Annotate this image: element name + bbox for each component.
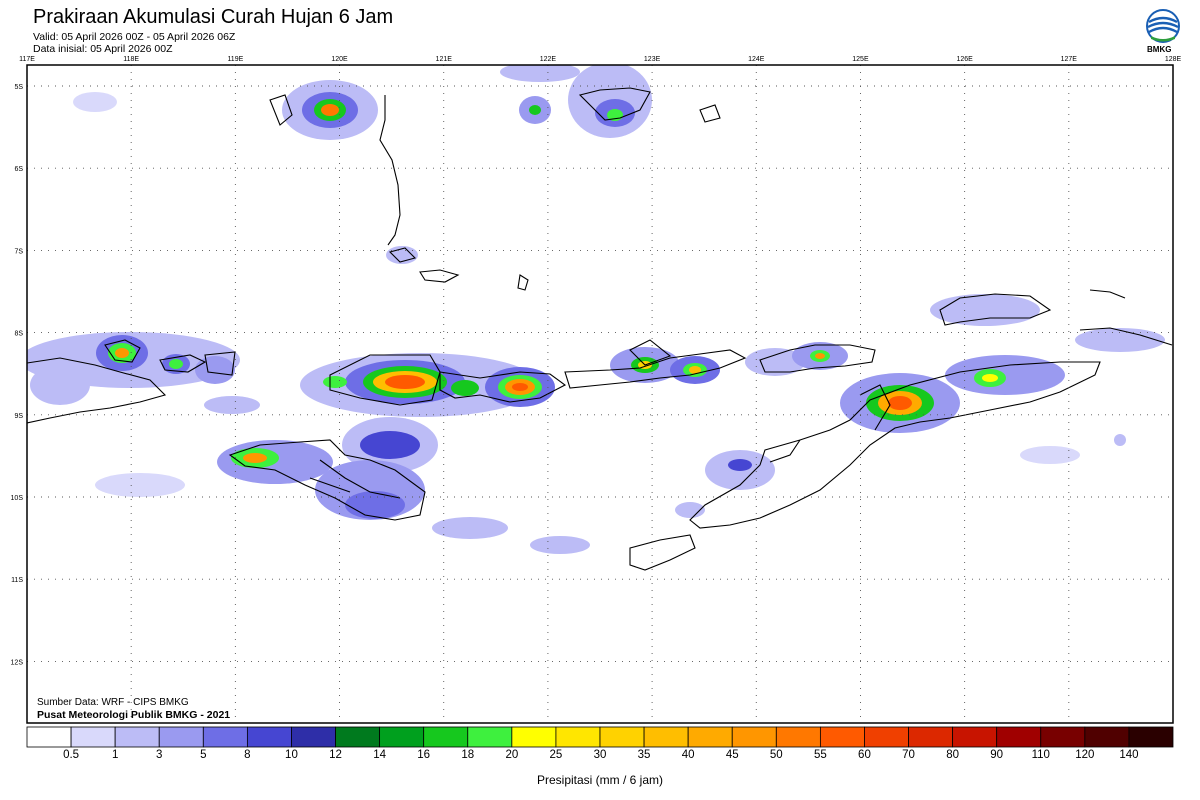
lat-label: 11S xyxy=(11,577,23,584)
legend-tick-label: 40 xyxy=(681,749,695,761)
lon-label: 117E xyxy=(19,56,35,63)
colorbar-swatch xyxy=(908,726,954,748)
colorbar xyxy=(26,726,1174,748)
legend-labels: 0.5 1 3 5 8 10 12 14 16 18 20 25 30 35 40 45 50 55 60 70 80 9… xyxy=(0,749,1200,765)
lon-label: 128E xyxy=(1165,56,1182,63)
legend-tick-label: 55 xyxy=(813,749,827,761)
legend-tick-label: 90 xyxy=(990,749,1004,761)
colorbar-swatch xyxy=(996,726,1042,748)
precipitation-layer xyxy=(27,65,1165,554)
legend-tick-label: 35 xyxy=(637,749,651,761)
colorbar-swatch xyxy=(379,726,425,748)
colorbar-swatch xyxy=(246,726,292,748)
colorbar-swatch xyxy=(70,726,116,748)
lon-label: 121E xyxy=(436,56,453,63)
colorbar-swatch xyxy=(423,726,469,748)
colorbar-swatch xyxy=(335,726,381,748)
bmkg-logo xyxy=(1146,9,1180,43)
lon-label: 118E xyxy=(123,56,139,63)
colorbar-swatch xyxy=(687,726,733,748)
colorbar-swatch xyxy=(1040,726,1086,748)
colorbar-swatch xyxy=(291,726,336,748)
legend-tick-label: 120 xyxy=(1075,749,1095,761)
legend-tick-label: 60 xyxy=(858,749,871,761)
colorbar-swatch xyxy=(864,726,909,748)
colorbar-swatch xyxy=(1084,726,1130,748)
lon-label: 125E xyxy=(852,56,869,63)
coastlines xyxy=(27,87,1173,571)
legend-tick-label: 80 xyxy=(946,749,960,761)
legend-tick-label: 50 xyxy=(769,749,783,761)
lat-label: 7S xyxy=(14,248,23,255)
legend-tick-label: 0.5 xyxy=(63,749,80,761)
legend-tick-label: 25 xyxy=(549,749,563,761)
legend-tick-label: 3 xyxy=(156,749,163,761)
legend-tick-label: 14 xyxy=(373,749,387,761)
legend-tick-label: 10 xyxy=(285,749,298,761)
colorbar-swatch xyxy=(26,726,72,748)
lon-label: 124E xyxy=(748,56,765,63)
lat-label: 8S xyxy=(14,331,23,338)
lon-label: 127E xyxy=(1061,56,1078,63)
colorbar-swatch xyxy=(731,726,777,748)
colorbar-swatch xyxy=(467,726,513,748)
legend-tick-label: 16 xyxy=(417,749,431,761)
logo-text: BMKG xyxy=(1147,45,1172,54)
lon-label: 119E xyxy=(227,56,243,63)
lat-label: 6S xyxy=(14,166,23,173)
legend-tick-label: 12 xyxy=(329,749,342,761)
lat-label: 9S xyxy=(14,413,23,420)
lon-label: 126E xyxy=(956,56,973,63)
lat-label: 10S xyxy=(11,495,24,502)
page-title: Prakiraan Akumulasi Curah Hujan 6 Jam xyxy=(33,6,394,28)
lon-tick-labels: 117E 118E 119E 120E 121E 122E 123E 124E 125E 126E… xyxy=(19,56,1181,63)
legend-tick-label: 110 xyxy=(1031,749,1050,761)
colorbar-swatch xyxy=(114,726,160,748)
lon-label: 122E xyxy=(540,56,557,63)
lon-label: 123E xyxy=(644,56,661,63)
legend-title: Presipitasi (mm / 6 jam) xyxy=(536,773,664,787)
colorbar-swatch xyxy=(511,726,557,748)
colorbar-swatch xyxy=(819,726,865,748)
map-frame xyxy=(26,64,1174,724)
legend-tick-label: 30 xyxy=(593,749,607,761)
lon-label: 120E xyxy=(331,56,348,63)
data-source: Sumber Data: WRF - CIPS BMKG xyxy=(37,697,189,708)
legend-tick-label: 20 xyxy=(505,749,519,761)
colorbar-swatch xyxy=(599,726,645,748)
legend-tick-label: 70 xyxy=(902,749,915,761)
legend-tick-label: 8 xyxy=(244,749,251,761)
initial-data: Data inisial: 05 April 2026 00Z xyxy=(33,43,173,55)
colorbar-swatch xyxy=(1128,726,1174,748)
lat-label: 12S xyxy=(11,659,24,666)
colorbar-swatch xyxy=(555,726,601,748)
colorbar-swatch xyxy=(952,726,998,748)
colorbar-swatch xyxy=(643,726,689,748)
lat-label: 5S xyxy=(14,84,23,91)
colorbar-swatch xyxy=(202,726,248,748)
legend-tick-label: 18 xyxy=(461,749,475,761)
publisher: Pusat Meteorologi Publik BMKG - 2021 xyxy=(37,709,231,721)
legend-tick-label: 5 xyxy=(200,749,207,761)
legend-tick-label: 140 xyxy=(1119,749,1139,761)
lat-tick-labels: 5S 6S 7S 8S 9S 10S 11S 12S xyxy=(11,84,24,666)
colorbar-swatch xyxy=(158,726,204,748)
valid-period: Valid: 05 April 2026 00Z - 05 April 2026… xyxy=(33,31,236,43)
legend-tick-label: 45 xyxy=(725,749,739,761)
legend-tick-label: 1 xyxy=(111,749,119,761)
colorbar-swatch xyxy=(775,726,821,748)
graticule xyxy=(27,65,1173,723)
